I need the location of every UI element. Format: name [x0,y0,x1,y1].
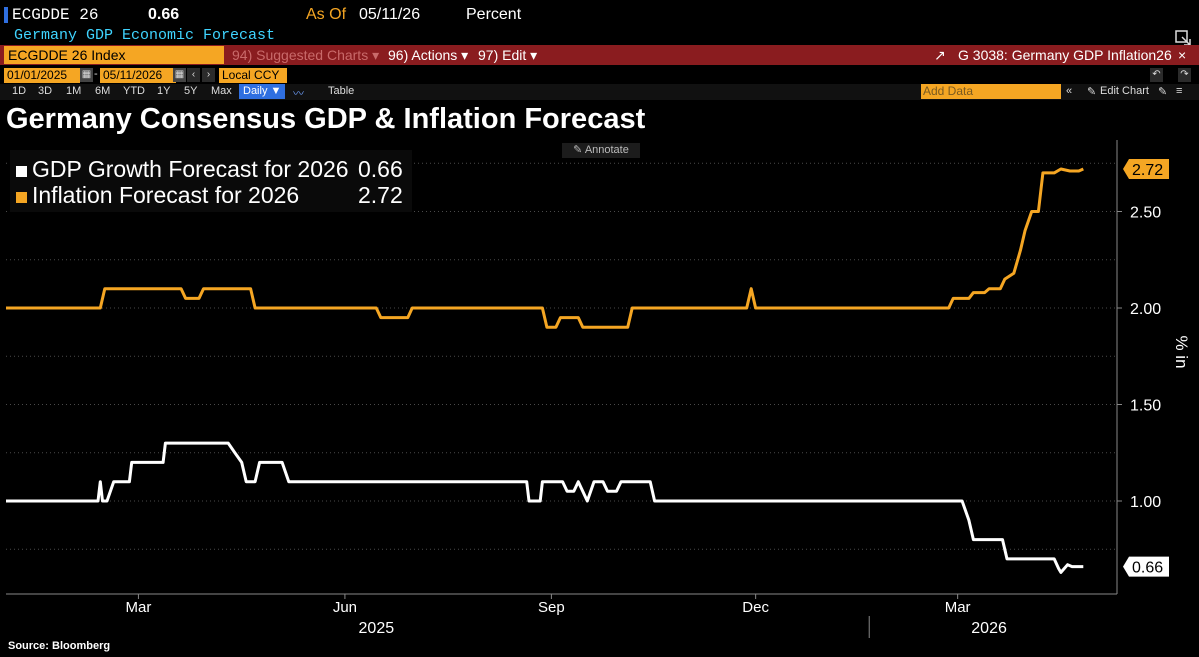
inflation-last-value: 2.72 [1132,162,1163,179]
menu-icon[interactable]: ≡ [1176,85,1183,97]
close-icon[interactable]: × [1178,47,1187,63]
y-tick-label: 2.00 [1130,301,1161,318]
gdp-last-value-tag [1123,556,1169,577]
x-tick-label: Mar [945,599,971,616]
gdp-series-line [6,441,1084,574]
redo-icon[interactable]: ↷ [1178,68,1191,82]
period-ytd[interactable]: YTD [123,85,145,97]
range-separator: - [94,68,98,80]
external-link-icon[interactable]: ↗ [934,47,946,63]
inflation-last-value-tag [1123,159,1169,180]
period-1d[interactable]: 1D [12,85,27,97]
prev-range-button[interactable]: ‹ [187,68,200,82]
y-axis-label: % in [1172,335,1191,368]
x-tick-label: Jun [333,599,357,616]
wrench-icon[interactable]: ✎ [1087,86,1097,98]
annotate-label: Annotate [584,144,629,156]
start-date-field[interactable]: 01/01/2025 [4,68,80,83]
suggested-charts-menu[interactable]: 94) Suggested Charts ▾ [232,47,380,63]
x-year-label: 2025 [359,620,395,637]
y-tick-label: 2.50 [1130,205,1161,222]
chart-title: Germany Consensus GDP & Inflation Foreca… [6,103,646,135]
frequency-select[interactable]: Daily ▼ [239,84,286,99]
undo-icon[interactable]: ↶ [1150,68,1163,82]
x-tick-label: Sep [538,599,565,616]
period-3d[interactable]: 3D [38,85,53,97]
add-data-field[interactable]: Add Data [921,84,1061,99]
chart-reference[interactable]: G 3038: Germany GDP Inflation26 [958,47,1172,63]
date-range-bar: 01/01/2025 ▦ - 05/11/2026 ▦ ‹ › Local CC… [0,68,1199,84]
ticker-header: ECGDDE 26 0.66 As Of 05/11/26 Percent [0,0,1199,30]
period-5y[interactable]: 5Y [184,85,198,97]
legend-swatch-gdp [16,166,27,177]
pencil-icon[interactable]: ✎ [1158,86,1168,98]
ticker-symbol[interactable]: ECGDDE 26 [12,6,99,24]
source-note: Source: Bloomberg [8,640,111,652]
y-tick-label: 1.00 [1130,494,1161,511]
ticker-value: 0.66 [148,6,180,23]
calendar-icon[interactable]: ▦ [80,68,93,82]
ticker-marker [4,7,8,23]
table-button[interactable]: Table [328,85,355,97]
legend-label-gdp: GDP Growth Forecast for 2026 [32,156,349,182]
period-1m[interactable]: 1M [66,85,82,97]
security-field[interactable]: ECGDDE 26 Index [4,46,224,64]
actions-menu[interactable]: 96) Actions ▾ [388,47,469,63]
y-tick-label: 1.50 [1130,398,1161,415]
legend-value-gdp: 0.66 [358,156,403,182]
collapse-icon[interactable]: « [1066,85,1073,97]
edit-chart-button[interactable]: Edit Chart [1100,85,1149,97]
as-of-label: As Of [306,6,347,23]
line-chart-icon[interactable]: 〰 [293,88,304,100]
period-bar: 1D 3D 1M 6M YTD 1Y 5Y Max Daily ▼ 〰 Tabl… [0,84,1199,100]
currency-select[interactable]: Local CCY [219,68,287,83]
period-1y[interactable]: 1Y [157,85,171,97]
unit-label: Percent [466,6,522,23]
next-range-button[interactable]: › [202,68,215,82]
as-of-date: 05/11/26 [359,6,421,23]
legend-value-inflation: 2.72 [358,182,403,208]
legend-label-inflation: Inflation Forecast for 2026 [32,182,300,208]
edit-menu[interactable]: 97) Edit ▾ [478,47,538,63]
gdp-last-value: 0.66 [1132,560,1163,577]
ticker-description: Germany GDP Economic Forecast [14,27,276,44]
period-max[interactable]: Max [211,85,232,97]
x-tick-label: Mar [126,599,152,616]
x-tick-label: Dec [742,599,769,616]
chart-legend: GDP Growth Forecast for 2026 0.66 Inflat… [10,150,412,212]
x-year-label: 2026 [971,620,1007,637]
end-date-field[interactable]: 05/11/2026 [100,68,176,83]
command-toolbar [0,45,1199,65]
period-6m[interactable]: 6M [95,85,111,97]
toolbar-items: 94) Suggested Charts ▾ 96) Actions ▾ 97)… [0,45,1199,65]
legend-swatch-inflation [16,192,27,203]
inflation-series-line [6,167,1084,329]
annotate-button[interactable]: ✎ Annotate [562,143,640,158]
calendar-icon[interactable]: ▦ [173,68,186,82]
